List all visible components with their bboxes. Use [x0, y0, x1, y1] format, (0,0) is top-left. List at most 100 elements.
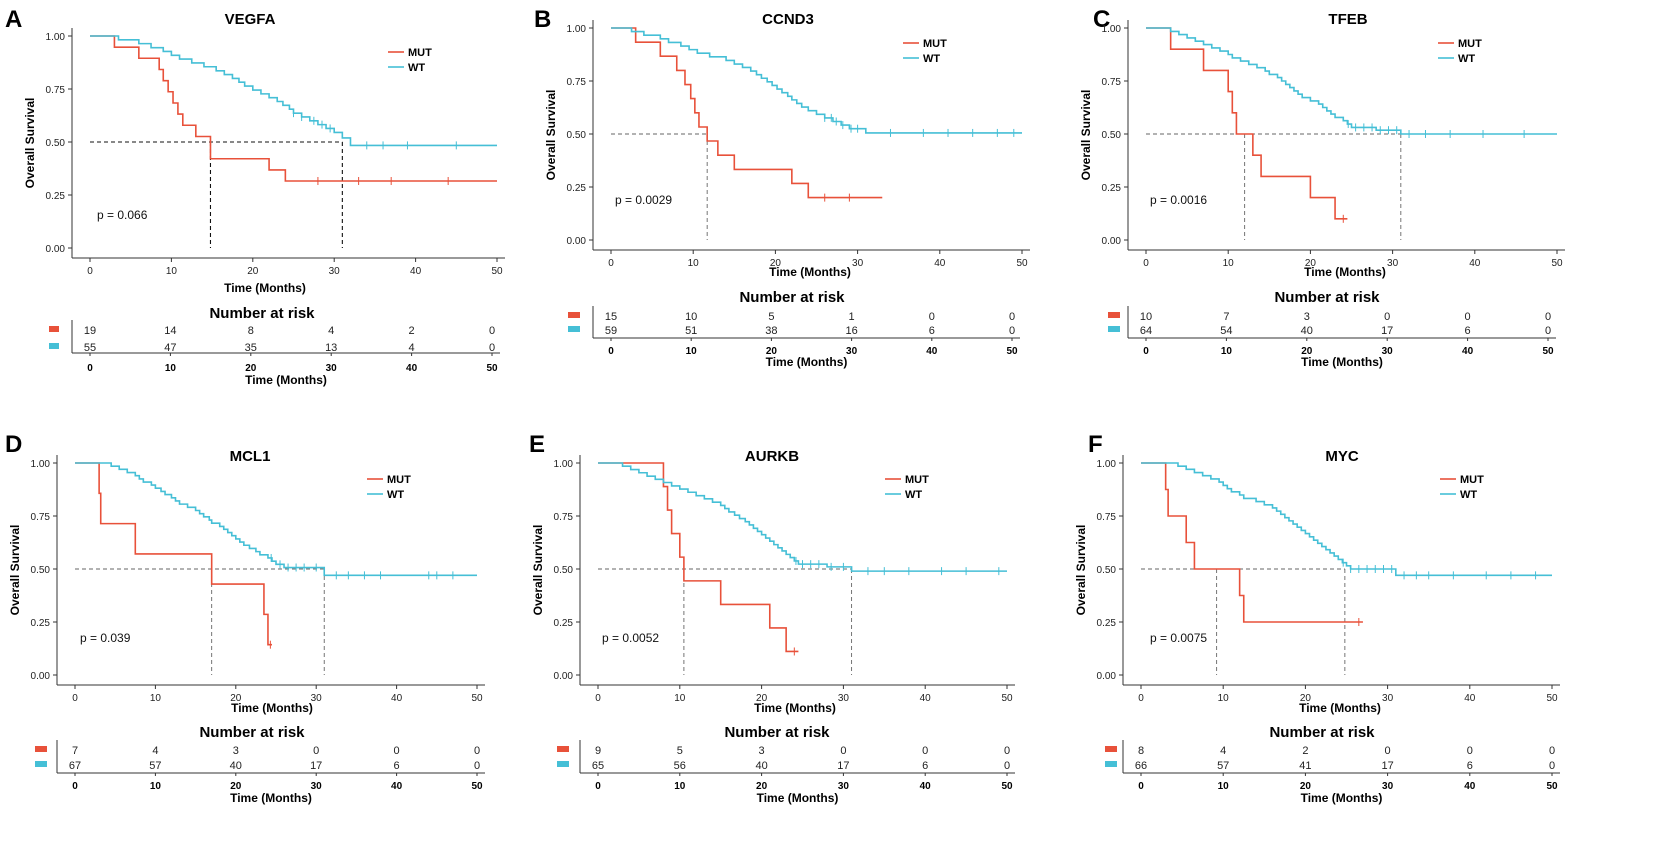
x-axis-label: Time (Months)	[769, 265, 851, 279]
risk-count-mut: 3	[1304, 311, 1310, 323]
x-tick-label: 10	[150, 693, 162, 704]
risk-count-mut: 0	[1467, 745, 1473, 757]
survival-curve-mut	[75, 462, 272, 646]
risk-count-wt: 4	[409, 342, 415, 354]
risk-count-mut: 10	[1140, 311, 1152, 323]
risk-table: Number at risk 8 66 0 4 57 10 2 41 20 0 17 30 0 6 40 0 0 5…	[1105, 724, 1560, 805]
x-tick-label: 40	[920, 693, 932, 704]
legend: MUT WT	[367, 474, 411, 501]
y-tick-label: 0.75	[31, 512, 51, 523]
risk-count-wt: 17	[837, 760, 849, 772]
legend: MUT WT	[1438, 38, 1482, 65]
y-tick-label: 0.00	[567, 236, 587, 247]
risk-count-wt: 0	[489, 342, 495, 354]
p-value-annotation: p = 0.066	[97, 208, 148, 222]
risk-x-tick-label: 20	[1301, 346, 1313, 357]
risk-x-axis-label: Time (Months)	[757, 791, 839, 805]
risk-x-tick-label: 50	[1542, 346, 1554, 357]
risk-x-tick-label: 30	[1382, 781, 1394, 792]
risk-table-title: Number at risk	[739, 289, 845, 306]
risk-group-marker-wt	[1108, 326, 1120, 332]
y-axis-label: Overall Survival	[23, 98, 37, 189]
x-tick-label: 50	[491, 266, 503, 277]
risk-x-tick-label: 10	[165, 363, 177, 374]
panel-letter: B	[534, 6, 551, 33]
y-tick-label: 0.00	[46, 244, 66, 255]
risk-group-marker-wt	[1105, 761, 1117, 767]
risk-count-mut: 0	[1004, 745, 1010, 757]
risk-table: Number at risk 9 65 0 5 56 10 3 40 20 0 17 30 0 6 40 0 0 5…	[557, 724, 1015, 805]
y-tick-label: 1.00	[31, 459, 51, 470]
risk-x-tick-label: 40	[406, 363, 418, 374]
risk-count-mut: 4	[152, 745, 158, 757]
x-tick-label: 10	[1218, 693, 1230, 704]
chart-title: CCND3	[762, 11, 814, 28]
risk-x-tick-label: 50	[1546, 781, 1558, 792]
risk-count-mut: 10	[685, 311, 697, 323]
risk-count-wt: 67	[69, 760, 81, 772]
y-tick-label: 0.25	[1097, 618, 1117, 629]
risk-x-tick-label: 0	[1143, 346, 1149, 357]
x-tick-label: 40	[391, 693, 403, 704]
risk-x-tick-label: 30	[1382, 346, 1394, 357]
y-tick-label: 0.25	[567, 183, 587, 194]
survival-curve-wt	[1146, 27, 1557, 135]
risk-count-mut: 0	[474, 745, 480, 757]
survival-curve-mut	[90, 35, 497, 182]
risk-count-mut: 0	[1549, 745, 1555, 757]
risk-x-tick-label: 30	[846, 346, 858, 357]
risk-count-mut: 0	[1545, 311, 1551, 323]
x-tick-label: 30	[1382, 693, 1394, 704]
x-tick-label: 40	[1464, 693, 1476, 704]
risk-table: Number at risk 15 59 0 10 51 10 5 38 20 1 16 30 0 6 40 0…	[568, 289, 1020, 369]
risk-x-tick-label: 30	[838, 781, 850, 792]
risk-count-mut: 15	[605, 311, 617, 323]
legend-label-wt: WT	[408, 62, 425, 74]
legend-label-mut: MUT	[387, 474, 411, 486]
legend-label-mut: MUT	[1460, 474, 1484, 486]
risk-x-tick-label: 30	[311, 781, 323, 792]
risk-count-wt: 59	[605, 325, 617, 337]
risk-count-mut: 7	[1223, 311, 1229, 323]
risk-x-tick-label: 30	[326, 363, 338, 374]
p-value-annotation: p = 0.0016	[1150, 193, 1207, 207]
risk-table-title: Number at risk	[209, 305, 315, 322]
p-value-annotation: p = 0.039	[80, 631, 131, 645]
risk-count-wt: 65	[592, 760, 604, 772]
risk-group-marker-wt	[557, 761, 569, 767]
survival-curve-mut	[1141, 462, 1363, 623]
risk-x-tick-label: 0	[1138, 781, 1144, 792]
risk-count-wt: 17	[1381, 760, 1393, 772]
y-tick-label: 0.25	[46, 191, 66, 202]
chart-title: MYC	[1325, 448, 1359, 465]
risk-count-wt: 16	[845, 325, 857, 337]
risk-count-mut: 0	[1009, 311, 1015, 323]
risk-count-mut: 3	[759, 745, 765, 757]
legend-label-mut: MUT	[905, 474, 929, 486]
risk-count-mut: 0	[922, 745, 928, 757]
survival-curve-mut	[598, 462, 799, 653]
risk-count-mut: 14	[164, 325, 176, 337]
risk-count-wt: 17	[1381, 325, 1393, 337]
risk-count-mut: 19	[84, 325, 96, 337]
legend: MUT WT	[1440, 474, 1484, 501]
risk-group-marker-wt	[35, 761, 47, 767]
survival-curve-wt	[90, 35, 497, 147]
risk-x-tick-label: 0	[608, 346, 614, 357]
y-tick-label: 1.00	[567, 24, 587, 35]
x-tick-label: 0	[72, 693, 78, 704]
risk-x-axis-label: Time (Months)	[1301, 355, 1383, 369]
risk-count-wt: 0	[1549, 760, 1555, 772]
chart-title: VEGFA	[225, 11, 276, 28]
risk-count-wt: 6	[922, 760, 928, 772]
risk-count-wt: 0	[1004, 760, 1010, 772]
risk-x-tick-label: 10	[1218, 781, 1230, 792]
survival-curve-wt	[611, 27, 1022, 134]
risk-count-mut: 0	[1384, 311, 1390, 323]
risk-table-title: Number at risk	[724, 724, 830, 741]
